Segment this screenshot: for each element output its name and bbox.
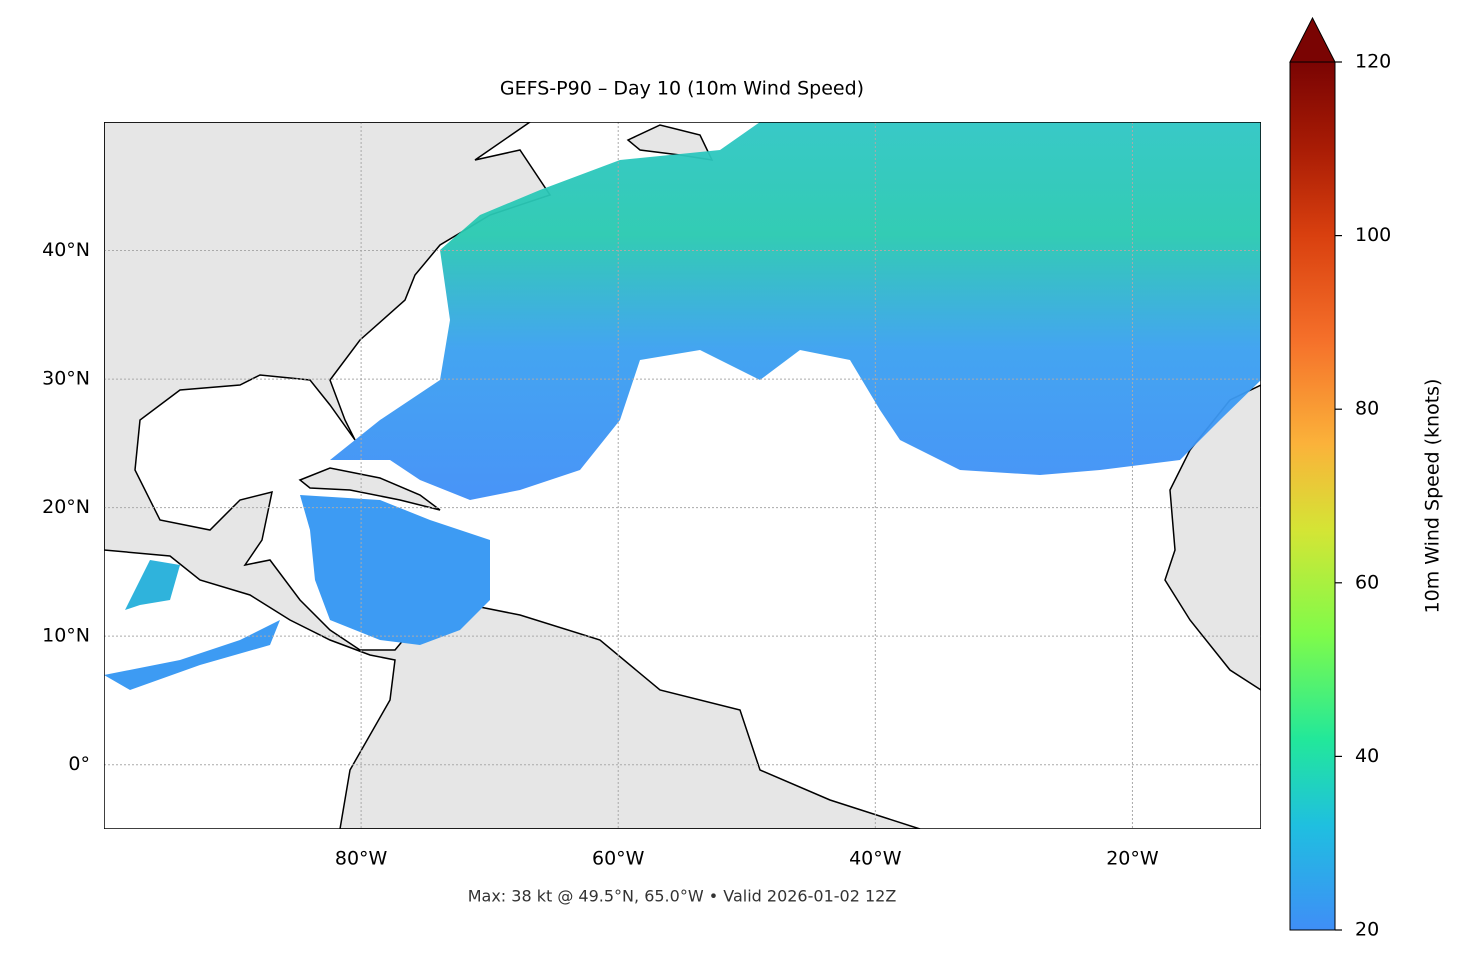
wind-field (104, 620, 280, 690)
map (104, 122, 1261, 829)
lat-tick-label: 30°N (42, 368, 90, 390)
colorbar (1289, 61, 1336, 931)
lat-tick-label: 40°N (42, 239, 90, 261)
colorbar-tick-label: 120 (1355, 51, 1391, 73)
title: GEFS-P90 – Day 10 (10m Wind Speed) (500, 78, 864, 100)
lat-tick-label: 0° (68, 753, 90, 775)
wind-field (125, 560, 180, 610)
colorbar-tick-label: 100 (1355, 224, 1391, 246)
colorbar-tick-label: 40 (1355, 745, 1379, 767)
americas (104, 122, 921, 829)
colorbar-tick-label: 60 (1355, 571, 1379, 593)
lon-tick-label: 60°W (592, 848, 645, 870)
cuba (298, 467, 441, 511)
footer: Max: 38 kt @ 49.5°N, 65.0°W • Valid 2026… (468, 887, 897, 906)
colorbar-tick-label: 80 (1355, 398, 1379, 420)
colorbar-label: 10m Wind Speed (knots) (1422, 379, 1444, 614)
wind-field (330, 122, 1261, 500)
lat-tick-label: 20°N (42, 496, 90, 518)
lon-tick-label: 80°W (335, 848, 388, 870)
lat-tick-label: 10°N (42, 625, 90, 647)
lon-tick-label: 20°W (1106, 848, 1159, 870)
colorbar-extend (1289, 16, 1336, 63)
wind-field (300, 495, 490, 645)
lon-tick-label: 40°W (849, 848, 902, 870)
colorbar-tick-label: 20 (1355, 919, 1379, 941)
